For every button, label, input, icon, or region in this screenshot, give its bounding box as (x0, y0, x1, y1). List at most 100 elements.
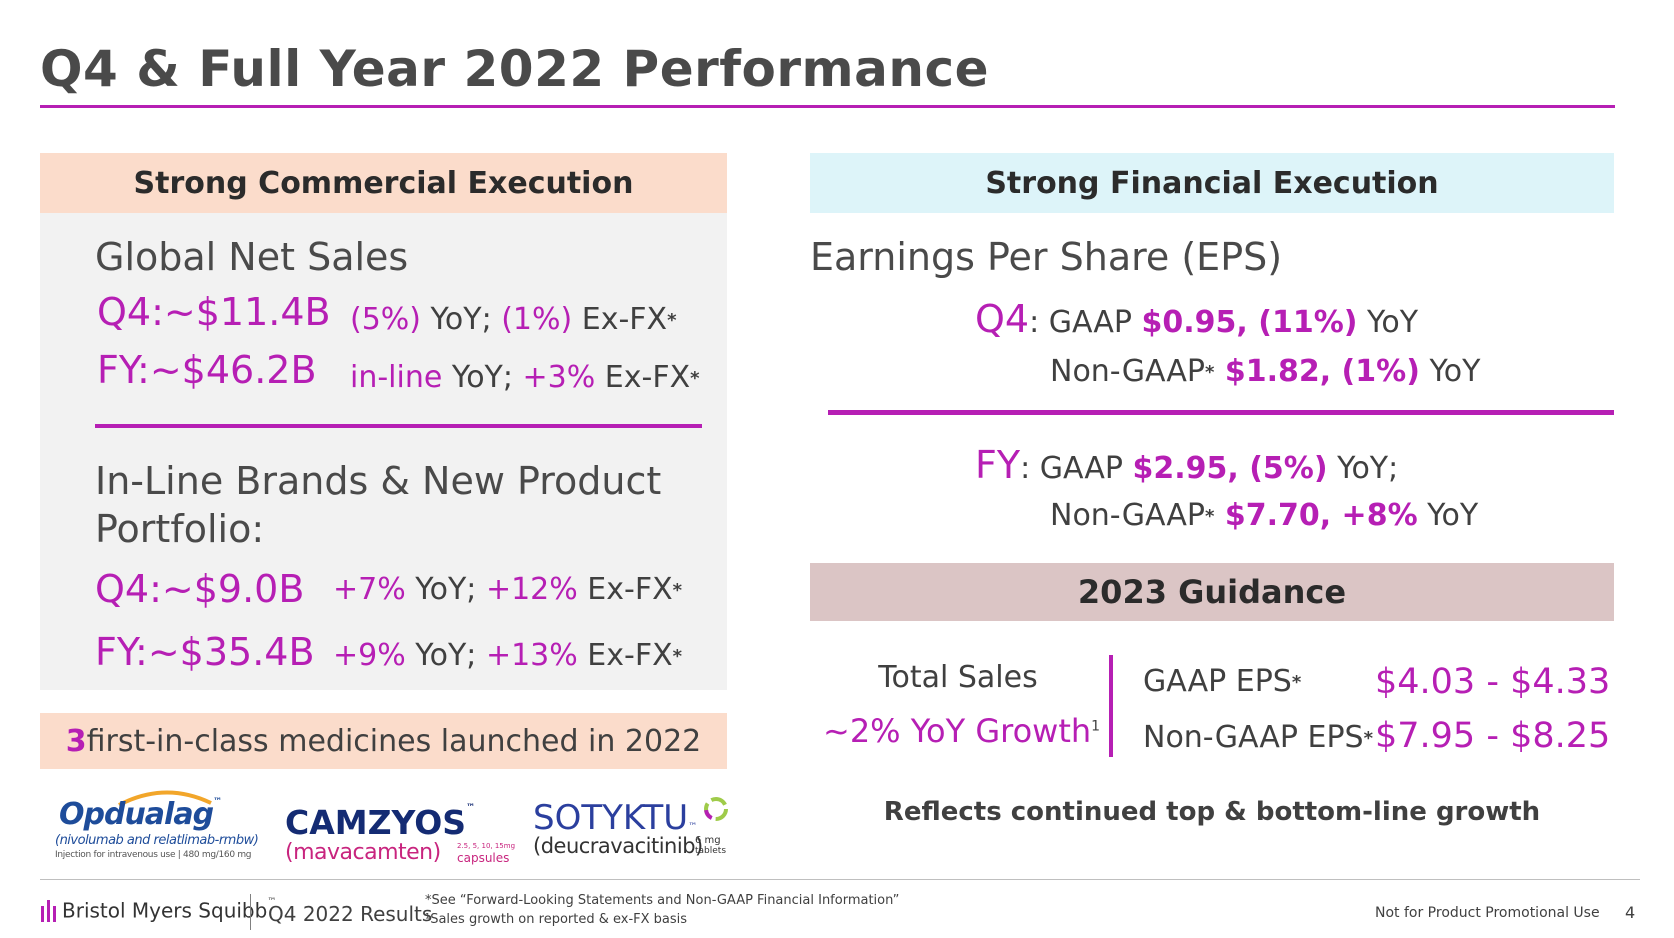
trademark: ™ (213, 797, 222, 807)
q4-sales-value: ~$11.4B (163, 290, 331, 334)
company-name: Bristol Myers Squibb (62, 898, 268, 923)
gaap-eps-guidance-value: $4.03 - $4.33 (1375, 662, 1610, 702)
nongaap-eps-label: Non-GAAP EPS (1143, 720, 1364, 755)
footnote-star: * (672, 580, 683, 601)
sotyktu-form: tablets (695, 846, 727, 856)
nongaap-eps-range: $7.95 - $8.25 (1375, 716, 1611, 756)
footnote-forward-looking: *See “Forward-Looking Statements and Non… (425, 893, 900, 908)
deck-title: Q4 2022 Results (268, 902, 433, 926)
q4-label: Q4: (95, 567, 162, 611)
fy-label: FY: (97, 348, 150, 392)
camzyos-generic: (mavacamten) (285, 840, 441, 865)
q4-label: Q4: (97, 290, 164, 334)
guidance-header: 2023 Guidance (810, 563, 1614, 621)
eps-q4-nongaap-row: Non-GAAP* $1.82, (1%) YoY (1050, 354, 1480, 389)
eps-q4-gaap-row: Q4: GAAP $0.95, (11%) YoY (975, 297, 1418, 341)
page-number: 4 (1625, 903, 1636, 922)
yoy-text: YoY; (405, 638, 486, 673)
inline-brands-heading: In-Line Brands & New Product Portfolio: (95, 457, 661, 553)
launch-count: 3 (65, 723, 87, 759)
footnote-star: * (1363, 728, 1373, 749)
commercial-execution-panel (40, 213, 727, 690)
financial-execution-header: Strong Financial Execution (810, 153, 1614, 213)
camzyos-logo: CAMZYOS™ (mavacamten) 2.5, 5, 10, 15mg c… (285, 803, 515, 866)
sotyktu-ring-icon (704, 797, 728, 821)
gaap-label: : GAAP (1029, 305, 1142, 340)
trademark: ™ (688, 822, 698, 832)
page-title: Q4 & Full Year 2022 Performance (40, 40, 990, 98)
exfx-text: Ex-FX (577, 572, 673, 607)
total-sales-growth: ~2% YoY Growth1 (823, 712, 1100, 750)
fy-label: FY: (95, 630, 148, 674)
eps-fy-gaap-row: FY: GAAP $2.95, (5%) YoY; (975, 443, 1398, 487)
fy-sales-value: ~$46.2B (149, 348, 317, 392)
camzyos-dose: 2.5, 5, 10, 15mg (457, 842, 516, 850)
inline-brands-q4-growth: +7% YoY; +12% Ex-FX* (333, 572, 682, 607)
fy-yoy-value: in-line (350, 360, 443, 395)
nongaap-eps-guidance-label: Non-GAAP EPS* (1143, 720, 1373, 755)
exfx-text: Ex-FX (577, 638, 673, 673)
commercial-execution-header: Strong Commercial Execution (40, 153, 727, 213)
opdualag-logo: Opdualag™ (nivolumab and relatlimab-rmbw… (55, 790, 259, 860)
fy-nongaap-eps-value: $7.70, +8% (1214, 498, 1418, 533)
trademark: ™ (466, 803, 476, 813)
trademark: ™ (267, 897, 277, 907)
disclaimer: Not for Product Promotional Use (1375, 905, 1600, 921)
fy-label: FY (975, 443, 1021, 487)
yoy-text: YoY; (405, 572, 486, 607)
section-divider (828, 410, 1614, 415)
exfx-text: Ex-FX (595, 360, 691, 395)
title-underline (40, 105, 1615, 108)
opdualag-name: Opdualag (59, 797, 214, 832)
opdualag-note: Injection for intravenous use | 480 mg/1… (55, 850, 252, 860)
q4-nongaap-eps-value: $1.82, (1%) (1214, 354, 1420, 389)
q4-brands-value: ~$9.0B (161, 567, 305, 611)
fy-gaap-eps-value: $2.95, (5%) (1132, 451, 1328, 486)
inline-brands-fy-growth: +9% YoY; +13% Ex-FX* (333, 638, 682, 673)
exfx-text: Ex-FX (572, 302, 668, 337)
yoy-text: YoY; (442, 360, 523, 395)
opdualag-swoosh-icon (118, 790, 212, 807)
q4-yoy-value: (5%) (350, 302, 422, 337)
gaap-label: : GAAP (1020, 451, 1133, 486)
gaap-eps-range: $4.03 - $4.33 (1375, 662, 1611, 702)
opdualag-generic: (nivolumab and relatlimab-rmbw) (55, 833, 259, 848)
bms-mark-icon (41, 899, 56, 922)
nongaap-label: Non-GAAP (1050, 354, 1205, 389)
global-net-sales-fy-row: FY:~$46.2B (97, 348, 317, 392)
footer-separator (250, 894, 251, 930)
footnote-1: 1 (1091, 718, 1101, 735)
camzyos-name: CAMZYOS (285, 803, 467, 842)
bms-logo: Bristol Myers Squibb™ (40, 897, 276, 924)
launch-banner: 3 first-in-class medicines launched in 2… (40, 713, 727, 769)
sotyktu-generic: (deucravacitinib) (533, 834, 703, 858)
yoy-text: YoY (1417, 498, 1479, 533)
inline-brands-fy-row: FY:~$35.4B (95, 630, 315, 674)
inline-brands-heading-line1: In-Line Brands & New Product (95, 459, 662, 503)
section-divider (95, 424, 702, 428)
inline-brands-q4-row: Q4:~$9.0B (95, 567, 304, 611)
fy-exfx-value: +3% (522, 360, 596, 395)
q4-yoy-value: +7% (333, 572, 406, 607)
gaap-eps-guidance-label: GAAP EPS* (1143, 664, 1301, 699)
total-sales-value: ~2% YoY Growth (823, 712, 1092, 750)
global-net-sales-fy-growth: in-line YoY; +3% Ex-FX* (350, 360, 700, 395)
inline-brands-heading-line2: Portfolio: (95, 507, 265, 551)
camzyos-form: capsules (457, 851, 510, 865)
eps-fy-nongaap-row: Non-GAAP* $7.70, +8% YoY (1050, 498, 1478, 533)
footnote-star: * (1204, 362, 1215, 383)
footnote-star: * (1204, 506, 1215, 527)
yoy-text: YoY (1419, 354, 1481, 389)
fy-brands-value: ~$35.4B (147, 630, 315, 674)
gaap-eps-label: GAAP EPS (1143, 664, 1292, 699)
q4-gaap-eps-value: $0.95, (11%) (1141, 305, 1358, 340)
q4-label: Q4 (975, 297, 1030, 341)
sotyktu-name: SOTYKTU (533, 798, 689, 838)
global-net-sales-q4-growth: (5%) YoY; (1%) Ex-FX* (350, 302, 677, 337)
global-net-sales-heading: Global Net Sales (95, 235, 409, 279)
q4-exfx-value: +12% (485, 572, 578, 607)
total-sales-label: Total Sales (878, 660, 1038, 695)
fy-exfx-value: +13% (485, 638, 578, 673)
footnote-star: * (667, 310, 677, 331)
nongaap-label: Non-GAAP (1050, 498, 1205, 533)
